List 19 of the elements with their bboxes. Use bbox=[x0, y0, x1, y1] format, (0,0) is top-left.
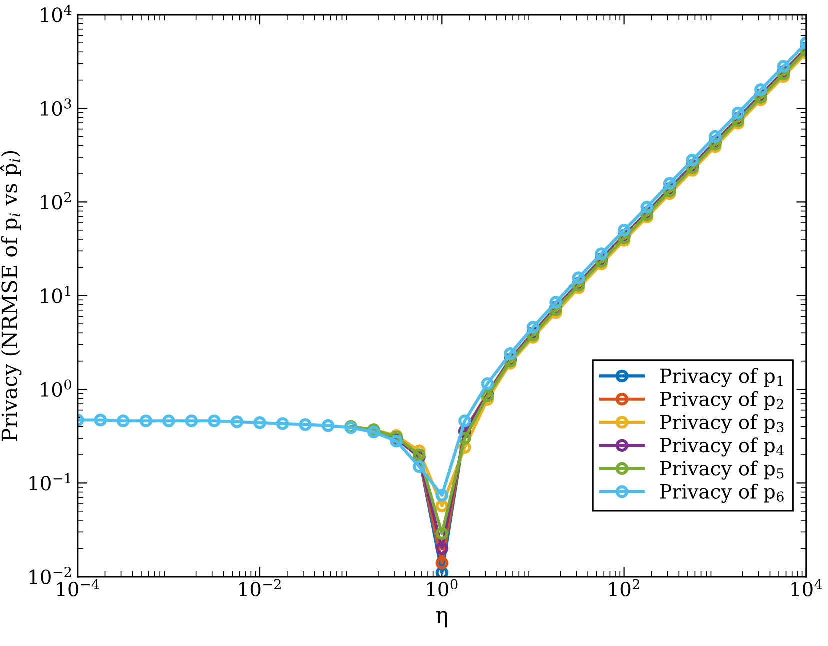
x-tick-label: 10$^{−4}$ bbox=[57, 579, 100, 597]
legend-label: Privacy of p$_{1}$ bbox=[660, 368, 783, 388]
x-tick-label: 10$^{2}$ bbox=[610, 579, 640, 597]
y-tick-label: 10$^{0}$ bbox=[41, 380, 72, 398]
x-tick-label: 10$^{−2}$ bbox=[240, 579, 281, 597]
y-tick-label: 10$^{4}$ bbox=[41, 4, 72, 22]
legend-label: Privacy of p$_{2}$ bbox=[660, 391, 784, 410]
legend-label: Privacy of p$_{6}$ bbox=[660, 484, 784, 504]
x-tick-label: 10$^{0}$ bbox=[427, 579, 458, 597]
x-axis-title: η bbox=[436, 611, 448, 628]
legend-label: Privacy of p$_{5}$ bbox=[660, 460, 784, 480]
y-tick-label: 10$^{1}$ bbox=[41, 286, 70, 304]
x-tick-label: 10$^{4}$ bbox=[792, 579, 822, 597]
y-axis-title: Privacy (NRMSE of p$_{i}$ vs p̂$_{i}$) bbox=[0, 151, 22, 442]
y-tick-label: 10$^{2}$ bbox=[41, 192, 71, 210]
legend-label: Privacy of p$_{4}$ bbox=[660, 438, 784, 457]
legend-label: Privacy of p$_{3}$ bbox=[660, 414, 784, 434]
y-tick-label: 10$^{−1}$ bbox=[30, 473, 71, 491]
y-tick-label: 10$^{3}$ bbox=[41, 98, 72, 116]
